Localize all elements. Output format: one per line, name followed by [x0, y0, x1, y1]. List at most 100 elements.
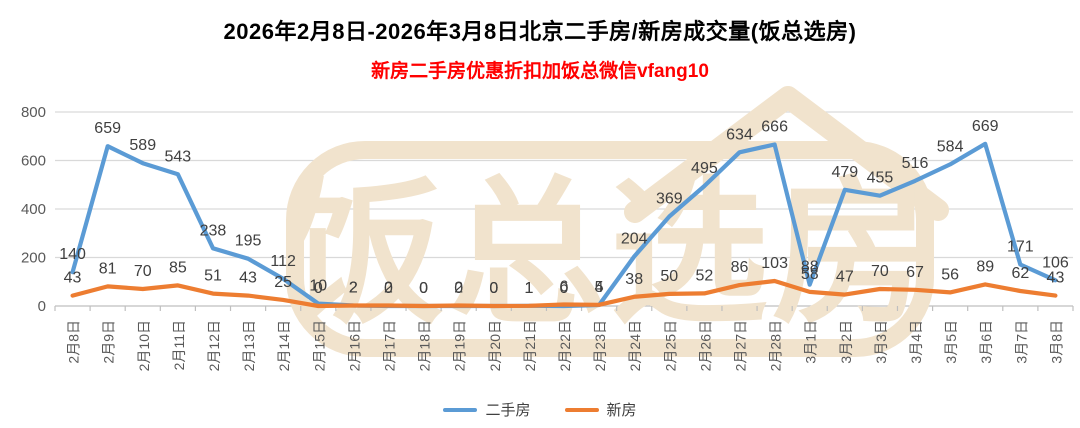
data-point-label: 43 [239, 270, 257, 287]
chart-legend: 二手房 新房 [0, 399, 1080, 420]
y-axis-tick-label: 200 [21, 250, 46, 267]
x-axis-category-label: 3月1日 [803, 320, 819, 364]
chart-title: 2026年2月8日-2026年3月8日北京二手房/新房成交量(饭总选房) [223, 19, 857, 44]
data-point-label: 58 [801, 266, 819, 283]
newhome-line-swatch [564, 407, 599, 412]
y-axis-tick-label: 400 [21, 201, 46, 218]
data-point-label: 5 [595, 279, 604, 296]
data-point-label: 455 [867, 170, 894, 187]
x-axis-category-label: 2月28日 [768, 320, 784, 371]
legend-item-secondhand: 二手房 [443, 399, 531, 420]
data-point-label: 195 [235, 233, 262, 250]
data-point-label: 0 [489, 280, 498, 297]
x-axis-category-label: 2月24日 [627, 320, 643, 371]
x-axis-category-label: 2月16日 [346, 320, 362, 371]
data-point-label: 70 [134, 263, 152, 280]
data-point-label: 2 [384, 280, 393, 297]
x-axis-category-label: 2月17日 [381, 320, 397, 371]
data-point-label: 0 [454, 280, 463, 297]
data-point-label: 51 [204, 268, 222, 285]
data-point-label: 89 [976, 258, 994, 275]
data-point-label: 479 [831, 164, 858, 181]
data-point-label: 25 [274, 274, 292, 291]
data-point-label: 1 [524, 280, 533, 297]
data-point-label: 50 [660, 268, 678, 285]
data-point-label: 43 [1047, 270, 1065, 287]
data-point-label: 369 [656, 191, 683, 208]
data-point-label: 10 [309, 278, 327, 295]
data-point-label: 666 [761, 118, 788, 135]
data-point-label: 659 [94, 120, 121, 137]
x-axis-category-label: 2月9日 [101, 320, 117, 364]
data-point-label: 543 [165, 148, 192, 165]
data-point-label: 88 [801, 259, 819, 276]
x-axis-category-label: 3月4日 [908, 320, 924, 364]
x-axis-category-label: 3月8日 [1048, 320, 1064, 364]
x-axis-category-label: 2月22日 [557, 320, 573, 371]
data-point-label: 140 [59, 246, 86, 263]
x-axis-category-label: 2月8日 [66, 320, 82, 364]
legend-item-newhome: 新房 [564, 399, 637, 420]
data-point-label: 81 [99, 260, 117, 277]
data-point-label: 516 [902, 155, 929, 172]
secondhand-line-swatch [443, 407, 478, 412]
watermark-text: 饭总选房 [286, 166, 934, 342]
data-point-label: 589 [129, 137, 156, 154]
data-point-label: 2 [349, 280, 358, 297]
data-point-label: 0 [419, 280, 428, 297]
data-point-label: 2 [454, 280, 463, 297]
legend-label-newhome: 新房 [606, 402, 637, 419]
x-axis-category-label: 2月21日 [522, 320, 538, 371]
data-point-label: 1 [524, 280, 533, 297]
x-axis-category-label: 3月2日 [838, 320, 854, 364]
x-axis-category-label: 2月26日 [697, 320, 713, 371]
y-axis-tick-label: 0 [38, 298, 46, 315]
data-point-label: 67 [906, 264, 924, 281]
watermark-roof-icon [624, 86, 949, 223]
data-point-label: 106 [1042, 254, 1069, 271]
data-point-label: 43 [64, 270, 82, 287]
data-point-label: 86 [731, 259, 749, 276]
data-point-label: 0 [314, 280, 323, 297]
x-axis-category-label: 2月12日 [206, 320, 222, 371]
x-axis-category-label: 3月3日 [873, 320, 889, 364]
x-axis-category-label: 2月11日 [171, 320, 187, 370]
x-axis-category-label: 2月13日 [241, 320, 257, 371]
data-point-label: 52 [696, 267, 714, 284]
data-point-label: 495 [691, 160, 718, 177]
data-point-label: 669 [972, 118, 999, 135]
data-point-label: 38 [625, 271, 643, 288]
x-axis-category-label: 3月6日 [978, 320, 994, 364]
y-axis-tick-label: 800 [21, 104, 46, 121]
x-axis-category-label: 2月20日 [487, 320, 503, 371]
data-point-label: 2 [349, 280, 358, 297]
legend-label-secondhand: 二手房 [485, 402, 531, 419]
x-axis-category-label: 3月7日 [1013, 320, 1029, 364]
data-point-label: 85 [169, 259, 187, 276]
data-point-label: 0 [489, 280, 498, 297]
data-point-label: 171 [1007, 239, 1034, 256]
data-point-label: 238 [200, 222, 227, 239]
data-point-label: 0 [384, 280, 393, 297]
data-point-label: 6 [560, 279, 569, 296]
data-point-label: 584 [937, 138, 964, 155]
x-axis-category-label: 2月18日 [417, 320, 433, 371]
x-axis-category-label: 2月15日 [311, 320, 327, 371]
data-point-label: 0 [560, 280, 569, 297]
x-axis-category-label: 2月23日 [592, 320, 608, 371]
y-axis-tick-label: 600 [21, 153, 46, 170]
x-axis-category-label: 2月27日 [733, 320, 749, 371]
data-point-label: 0 [419, 280, 428, 297]
data-point-label: 62 [1011, 265, 1029, 282]
x-axis-category-label: 2月14日 [276, 320, 292, 371]
data-point-label: 56 [941, 266, 959, 283]
data-point-label: 112 [270, 253, 296, 270]
x-axis-category-label: 3月5日 [943, 320, 959, 364]
data-point-label: 47 [836, 269, 854, 286]
data-point-label: 204 [621, 231, 648, 248]
data-point-label: 103 [761, 255, 788, 272]
series-line-新房 [70, 278, 1058, 309]
x-axis-category-label: 2月25日 [662, 320, 678, 371]
